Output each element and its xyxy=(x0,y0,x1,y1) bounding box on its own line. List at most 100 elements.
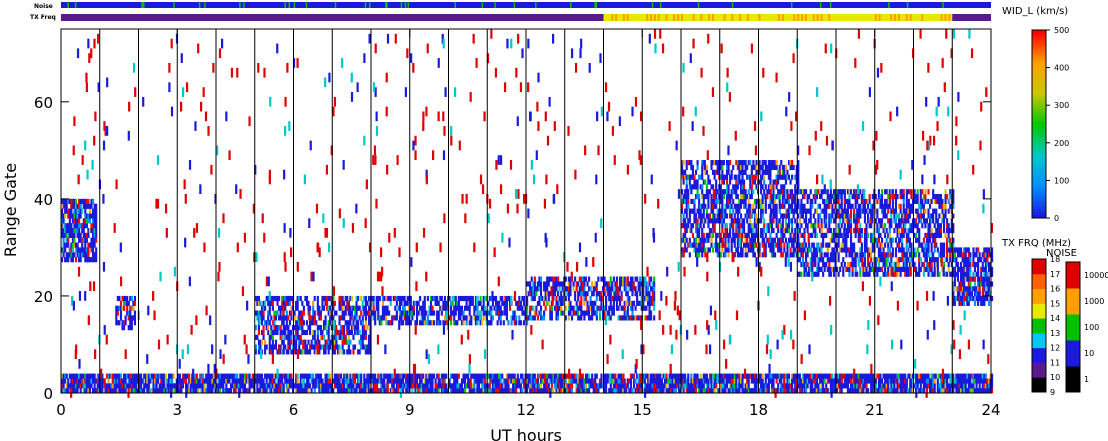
echo-cell xyxy=(694,179,698,185)
echo-cell xyxy=(701,160,704,166)
echo-cell xyxy=(646,295,650,302)
echo-cell xyxy=(107,383,110,389)
echo-cell xyxy=(512,373,515,379)
echo-cell xyxy=(577,291,580,297)
echo-cell xyxy=(141,378,144,384)
echo-cell xyxy=(887,388,890,394)
echo-cell xyxy=(115,373,118,379)
echo-cell xyxy=(778,198,781,205)
echo-cell xyxy=(353,310,357,316)
echo-cell xyxy=(93,388,96,394)
echo-cell xyxy=(845,227,848,234)
echo-cell xyxy=(287,378,290,384)
echo-cell xyxy=(353,329,357,336)
echo-cell xyxy=(715,160,718,166)
echo-cell xyxy=(713,242,716,248)
echo-cell xyxy=(405,310,408,316)
echo-cell xyxy=(558,300,561,306)
echo-cell xyxy=(684,189,687,195)
echo-cell xyxy=(65,373,68,379)
echo-cell xyxy=(285,378,288,384)
echo-cell xyxy=(575,305,578,311)
echo-cell xyxy=(727,189,730,195)
echo-cell xyxy=(822,242,825,248)
echo-cell xyxy=(653,281,656,287)
echo-cell xyxy=(603,305,606,311)
echo-cell xyxy=(577,305,580,311)
echo-cell xyxy=(346,325,349,331)
echo-cell xyxy=(364,344,367,350)
echo-cell xyxy=(736,208,739,214)
echo-cell xyxy=(333,300,336,306)
echo-cell xyxy=(316,310,319,316)
echo-cell xyxy=(499,388,502,394)
echo-cell xyxy=(68,373,71,379)
echo-cell xyxy=(812,271,815,277)
echo-cell xyxy=(552,378,555,384)
echo-cell xyxy=(422,320,425,326)
echo-cell xyxy=(832,388,836,394)
echo-cell xyxy=(381,305,384,311)
echo-cell xyxy=(628,315,631,321)
echo-cell xyxy=(598,295,601,302)
echo-cell xyxy=(691,232,694,238)
echo-cell xyxy=(138,383,141,389)
echo-cell xyxy=(676,383,679,389)
echo-cell xyxy=(777,383,780,389)
echo-cell xyxy=(978,383,981,389)
echo-cell xyxy=(811,252,814,258)
echo-cell xyxy=(462,310,465,316)
echo-cell xyxy=(694,383,698,389)
echo-cell xyxy=(533,315,536,321)
echo-cell xyxy=(268,344,271,350)
echo-cell xyxy=(727,237,730,243)
echo-cell xyxy=(884,388,887,394)
echo-cell xyxy=(279,378,282,384)
echo-cell xyxy=(955,388,958,394)
echo-cell xyxy=(282,349,285,355)
echo-cell xyxy=(281,334,284,340)
echo-cell xyxy=(400,373,403,379)
echo-cell xyxy=(843,373,846,379)
echo-cell xyxy=(761,237,764,243)
echo-cell xyxy=(402,388,405,394)
echo-cell xyxy=(598,378,601,384)
echo-cell xyxy=(357,295,360,302)
echo-cell xyxy=(677,388,681,394)
echo-cell xyxy=(685,378,688,384)
echo-cell xyxy=(746,208,749,214)
echo-cell xyxy=(591,315,594,321)
echo-cell xyxy=(693,198,696,205)
echo-cell xyxy=(684,242,687,248)
echo-cell xyxy=(546,300,549,306)
echo-cell xyxy=(772,164,775,171)
echo-cell xyxy=(586,310,589,316)
echo-cell xyxy=(784,213,787,219)
echo-cell xyxy=(648,315,651,321)
echo-cell xyxy=(313,349,316,355)
echo-cell xyxy=(719,213,722,219)
echo-cell xyxy=(371,378,374,384)
echo-cell xyxy=(84,257,87,263)
echo-cell xyxy=(739,378,743,384)
echo-cell xyxy=(716,189,719,195)
echo-cell xyxy=(167,378,171,384)
echo-cell xyxy=(837,223,840,229)
echo-cell xyxy=(223,373,226,379)
echo-cell xyxy=(550,310,553,316)
echo-cell xyxy=(681,247,684,253)
echo-cell xyxy=(341,339,344,345)
echo-cell xyxy=(699,223,702,229)
echo-cell xyxy=(702,198,705,205)
echo-cell xyxy=(271,334,274,340)
echo-cell xyxy=(814,208,817,214)
echo-cell xyxy=(818,203,822,209)
echo-cell xyxy=(659,388,662,394)
echo-cell xyxy=(733,232,736,238)
echo-cell xyxy=(823,388,826,394)
echo-cell xyxy=(82,223,85,229)
echo-cell xyxy=(741,252,744,258)
echo-cell xyxy=(744,213,747,219)
echo-cell xyxy=(375,300,378,306)
echo-cell xyxy=(81,383,84,389)
